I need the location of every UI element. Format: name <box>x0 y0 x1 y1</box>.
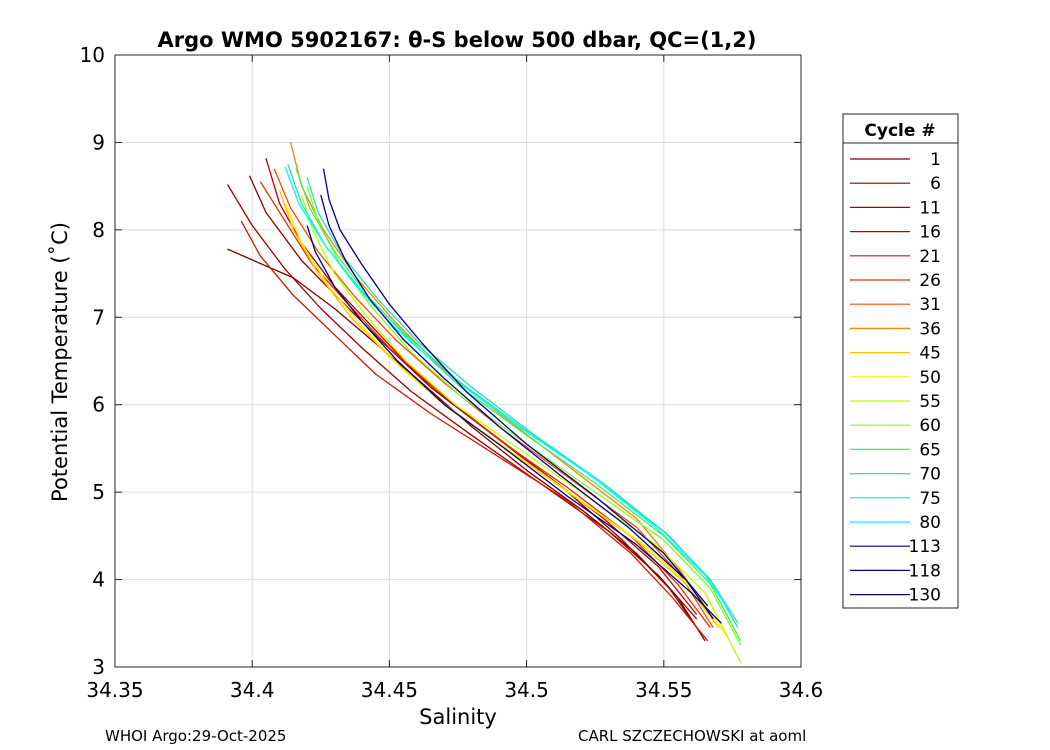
x-tick-label: 34.45 <box>361 678 418 702</box>
legend-label: 16 <box>919 223 941 243</box>
legend-box <box>842 113 959 609</box>
y-tick-label: 6 <box>92 393 105 417</box>
series-line-cycle-130 <box>306 225 722 624</box>
y-tick-label: 3 <box>92 655 105 679</box>
legend-label: 55 <box>919 392 941 412</box>
y-tick-label: 4 <box>92 568 105 592</box>
legend-entry: 80 <box>850 513 941 533</box>
series-line-cycle-80 <box>284 166 733 615</box>
legend-entry: 36 <box>850 319 941 339</box>
legend-label: 26 <box>919 271 941 291</box>
legend-label: 65 <box>919 440 941 460</box>
plot-frame <box>114 54 802 668</box>
x-tick-label: 34.5 <box>504 678 549 702</box>
legend-entry: 50 <box>850 368 941 388</box>
legend-label: 113 <box>909 537 941 557</box>
legend-label: 45 <box>919 344 941 364</box>
legend-label: 80 <box>919 513 941 533</box>
legend-label: 6 <box>930 174 941 194</box>
series-line-cycle-65 <box>295 168 742 642</box>
legend-title: Cycle # <box>864 121 935 141</box>
y-tick-label: 5 <box>92 480 105 504</box>
legend-label: 60 <box>919 416 941 436</box>
legend-entry: 113 <box>850 537 941 557</box>
legend-label: 50 <box>919 368 941 388</box>
series-line-cycle-75 <box>306 177 739 624</box>
y-axis-label: Potential Temperature (˚C) <box>48 222 72 502</box>
x-axis-label: Salinity <box>419 705 497 729</box>
legend-entry: 11 <box>850 198 941 218</box>
y-tick-label: 10 <box>80 43 105 67</box>
legend-label: 118 <box>909 561 941 581</box>
legend-label: 1 <box>930 150 941 170</box>
series-line-cycle-113 <box>322 168 709 607</box>
x-tick-label: 34.6 <box>779 678 824 702</box>
y-tick-label: 7 <box>92 305 105 329</box>
chart-title: Argo WMO 5902167: θ-S below 500 dbar, QC… <box>158 28 757 52</box>
series-layer <box>226 142 742 663</box>
series-line-cycle-6 <box>248 175 698 629</box>
tick-layer: 34.35 34.4 34.45 34.5 34.55 34.6 3 4 5 6 7 8 9 10 <box>80 43 824 702</box>
footer-left: WHOI Argo:29-Oct-2025 <box>105 727 286 745</box>
legend-label: 75 <box>919 489 941 509</box>
legend-label: 130 <box>909 586 941 606</box>
legend-entry: 1 <box>850 150 941 170</box>
x-tick-label: 34.35 <box>86 678 143 702</box>
footer-right: CARL SZCZECHOWSKI at aoml <box>578 727 806 745</box>
legend-entry: 130 <box>850 586 941 606</box>
series-line-cycle-118 <box>320 194 714 620</box>
legend-label: 36 <box>919 319 941 339</box>
legend-entry: 70 <box>850 465 941 485</box>
y-tick-label: 8 <box>92 218 105 242</box>
legend-entry: 21 <box>850 247 941 267</box>
legend-entry: 65 <box>850 440 941 460</box>
legend: Cycle # 16111621263136455055606570758011… <box>842 113 959 609</box>
plot-area <box>115 55 801 667</box>
series-line-cycle-21 <box>240 220 709 642</box>
legend-entry: 118 <box>850 561 941 581</box>
x-tick-label: 34.55 <box>635 678 692 702</box>
x-tick-label: 34.4 <box>230 678 275 702</box>
legend-entry: 31 <box>850 295 941 315</box>
legend-entry: 55 <box>850 392 941 412</box>
legend-label: 11 <box>919 198 941 218</box>
legend-entry: 75 <box>850 489 941 509</box>
legend-label: 31 <box>919 295 941 315</box>
series-line-cycle-55 <box>300 194 742 663</box>
y-tick-label: 9 <box>92 130 105 154</box>
series-line-cycle-60 <box>306 185 742 646</box>
legend-label: 70 <box>919 465 941 485</box>
legend-entry: 45 <box>850 344 941 364</box>
series-line-cycle-26 <box>259 181 711 629</box>
legend-entry: 16 <box>850 223 941 243</box>
legend-entry: 6 <box>850 174 941 194</box>
legend-entry: 26 <box>850 271 941 291</box>
series-line-cycle-11 <box>226 184 698 620</box>
legend-label: 21 <box>919 247 941 267</box>
legend-entry: 60 <box>850 416 941 436</box>
